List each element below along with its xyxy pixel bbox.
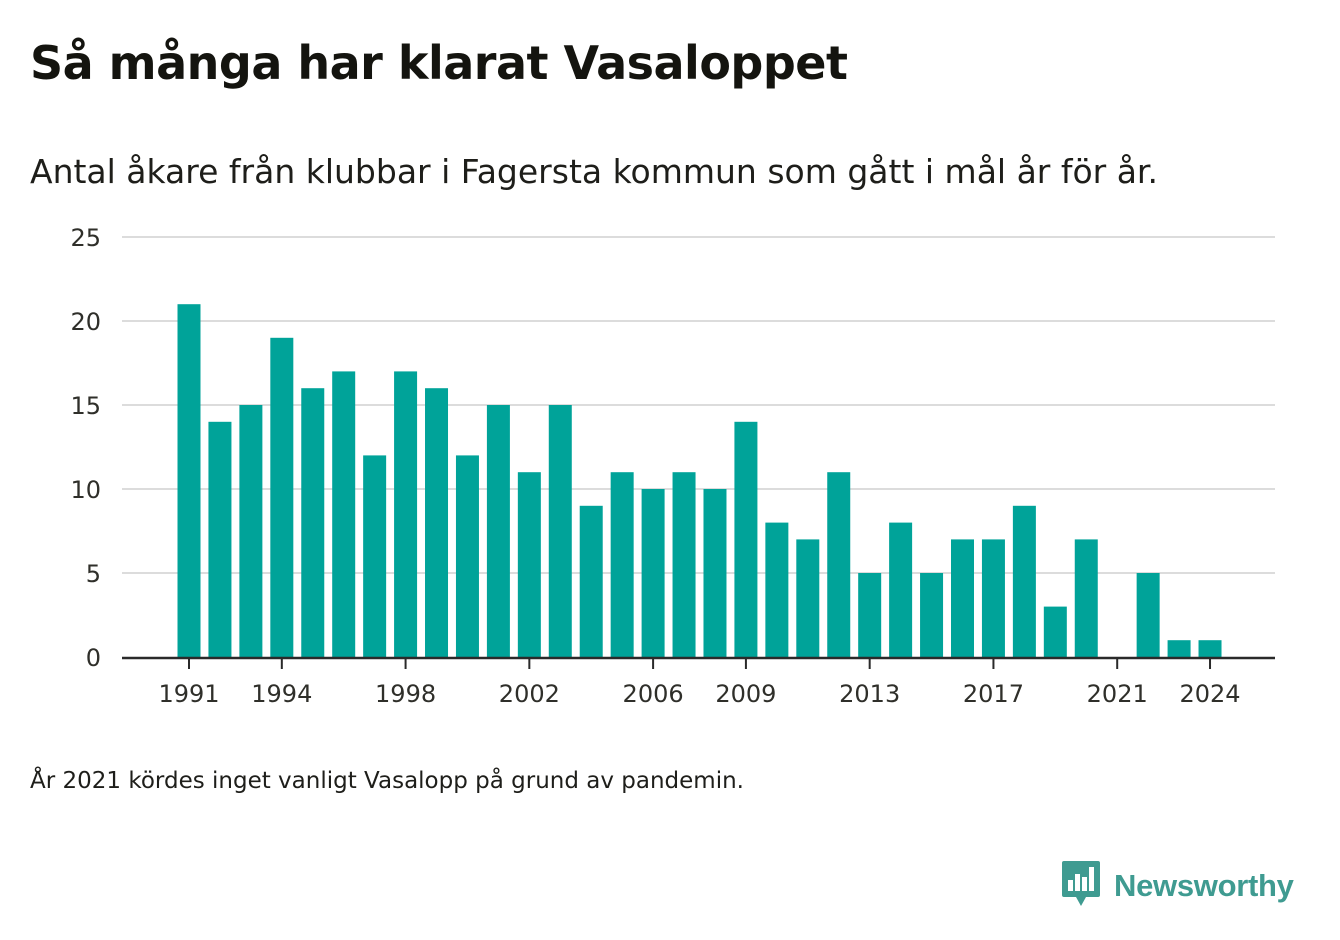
y-tick-label: 20 [70,308,101,336]
bar-2018 [1012,505,1036,657]
bar-1999 [425,388,449,657]
bar-2005 [610,472,634,657]
y-tick-label: 10 [70,476,101,504]
bar-2012 [827,472,851,657]
bar-2009 [734,421,758,657]
x-tick-label: 2017 [963,680,1024,708]
bar-2003 [548,405,572,657]
bar-2007 [672,472,696,657]
bar-2004 [579,505,603,657]
bar-2016 [951,539,974,657]
bar-1997 [363,455,387,657]
y-tick-label: 0 [86,644,101,672]
axes: 0 5 10 15 20 25 1991 1994 1998 2002 2006 2009 2013 20… [70,224,1275,708]
y-tick-label: 25 [70,224,101,252]
chart-title: Så många har klarat Vasaloppet [30,36,848,90]
bar-1992 [208,421,232,657]
bar-1995 [301,388,325,657]
bar-1998 [394,371,418,657]
bar-2011 [796,539,820,657]
bar-2013 [858,573,882,657]
bar-2023 [1167,640,1191,657]
bar-2022 [1136,573,1160,657]
bar-2017 [981,539,1005,657]
footnote: År 2021 kördes inget vanligt Vasalopp på… [30,768,744,794]
bar-chart: 0 5 10 15 20 25 1991 1994 1998 2002 2006 2009 2013 20… [70,224,1275,708]
x-tick-label: 2006 [623,680,684,708]
bar-2008 [703,489,727,657]
x-tick-label: 2024 [1179,680,1240,708]
bar-2020 [1074,539,1098,657]
bar-2014 [889,522,913,657]
x-tick-label: 2021 [1087,680,1148,708]
newsworthy-chart-bubble-icon [1060,859,1102,913]
x-tick-label: 1994 [251,680,312,708]
gridlines [122,236,1275,574]
bar-2006 [641,489,665,657]
bar-1996 [332,371,356,657]
bar-2001 [486,405,510,657]
bar-2000 [455,455,479,657]
bar-2024 [1198,640,1222,657]
bar-1991 [177,304,201,657]
bars [177,304,1222,657]
bar-1993 [239,405,263,657]
y-tick-label: 15 [70,392,101,420]
bar-2002 [517,472,541,657]
x-tick-label: 2002 [499,680,560,708]
chart-subtitle: Antal åkare från klubbar i Fagersta komm… [30,152,1158,191]
bar-2015 [920,573,944,657]
bar-2019 [1043,606,1067,657]
x-tick-label: 2009 [715,680,776,708]
x-tick-label: 2013 [839,680,900,708]
bar-1994 [270,337,294,657]
y-tick-label: 5 [86,560,101,588]
brand-logo: Newsworthy [1060,858,1294,914]
x-tick-label: 1998 [375,680,436,708]
brand-name: Newsworthy [1114,868,1294,903]
x-tick-label: 1991 [158,680,219,708]
bar-2010 [765,522,789,657]
